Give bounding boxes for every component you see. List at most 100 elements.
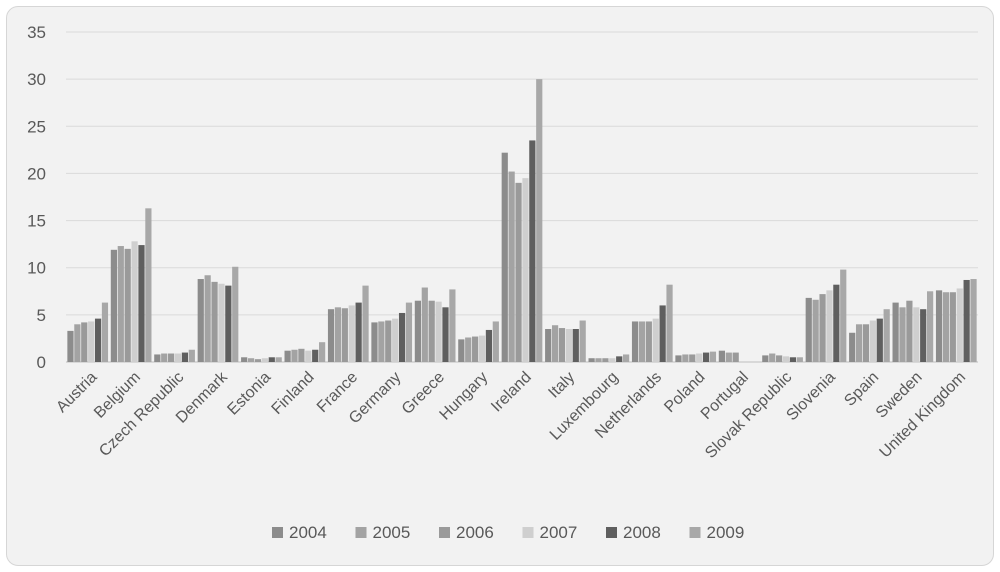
x-category-label: Ireland (488, 369, 535, 416)
bar-italy-2009 (579, 320, 586, 362)
legend-swatch (272, 527, 283, 538)
bar-belgium-2005 (117, 246, 124, 362)
bar-united-kingdom-2008 (963, 279, 970, 362)
bar-ireland-2004 (501, 152, 508, 362)
bar-austria-2008 (94, 318, 102, 362)
bar-czech-republic-2006 (168, 353, 175, 362)
bar-france-2004 (327, 309, 335, 362)
bar-ireland-2006 (515, 182, 522, 362)
bar-spain-2005 (855, 324, 863, 362)
y-tick-label: 10 (27, 259, 46, 278)
bar-italy-2005 (551, 325, 559, 362)
bar-austria-2005 (74, 324, 81, 362)
bar-austria-2009 (101, 302, 109, 362)
bar-slovak-republic-2008 (789, 357, 797, 362)
bar-belgium-2009 (145, 208, 152, 362)
bar-czech-republic-2007 (174, 353, 182, 362)
bar-italy-2008 (572, 329, 579, 362)
bar-italy-2006 (558, 328, 566, 362)
bar-czech-republic-2005 (161, 353, 168, 362)
bar-poland-2006 (689, 354, 696, 362)
bar-finland-2006 (298, 348, 305, 362)
bar-netherlands-2008 (659, 305, 666, 362)
bar-ireland-2009 (536, 79, 543, 363)
bar-finland-2009 (319, 342, 326, 362)
bar-germany-2006 (385, 320, 392, 362)
bar-denmark-2007 (218, 283, 225, 362)
bar-spain-2007 (869, 320, 876, 362)
bar-belgium-2007 (131, 241, 138, 362)
y-tick-label: 35 (27, 23, 46, 42)
bar-slovak-republic-2005 (769, 353, 776, 362)
bar-luxembourg-2009 (623, 354, 630, 362)
bar-hungary-2005 (465, 337, 472, 362)
bar-greece-2009 (449, 289, 456, 362)
bar-poland-2004 (675, 355, 682, 362)
bar-spain-2004 (849, 332, 856, 362)
bar-poland-2005 (682, 354, 689, 362)
bar-france-2006 (341, 308, 348, 362)
x-category-label: Slovenia (783, 369, 838, 424)
bar-czech-republic-2004 (154, 354, 161, 362)
bar-netherlands-2009 (666, 284, 673, 362)
bar-france-2007 (348, 305, 355, 362)
bar-finland-2005 (291, 349, 298, 362)
bar-sweden-2009 (927, 291, 934, 362)
legend-label: 2008 (623, 523, 661, 542)
bar-france-2008 (355, 302, 362, 362)
x-category-label: Italy (545, 369, 578, 402)
bar-poland-2007 (696, 353, 703, 362)
bar-finland-2008 (312, 349, 319, 362)
bar-czech-republic-2008 (181, 352, 189, 362)
bar-luxembourg-2007 (609, 358, 616, 362)
bar-luxembourg-2006 (602, 358, 609, 362)
bar-slovenia-2008 (833, 284, 840, 362)
bar-greece-2008 (442, 307, 449, 362)
bar-slovenia-2004 (805, 297, 812, 362)
bar-finland-2007 (305, 350, 312, 362)
bar-hungary-2009 (492, 321, 499, 362)
bar-france-2005 (334, 307, 342, 362)
bar-ireland-2005 (508, 171, 515, 362)
bar-belgium-2006 (124, 248, 131, 362)
x-category-label: Spain (841, 369, 882, 410)
bar-sweden-2008 (920, 309, 927, 362)
chart-frame (6, 6, 994, 566)
bar-finland-2004 (284, 350, 291, 362)
x-category-label: Finland (269, 369, 318, 418)
bar-slovenia-2006 (819, 294, 826, 362)
bar-sweden-2007 (913, 307, 920, 362)
y-tick-label: 5 (37, 306, 46, 325)
bar-germany-2007 (392, 318, 399, 362)
bar-spain-2009 (883, 309, 890, 362)
bar-estonia-2009 (275, 357, 282, 362)
bar-united-kingdom-2007 (956, 288, 963, 362)
bar-slovenia-2007 (826, 290, 833, 362)
bar-united-kingdom-2009 (970, 279, 977, 362)
bar-slovak-republic-2006 (776, 355, 783, 362)
bar-sweden-2006 (906, 300, 913, 362)
bar-austria-2007 (88, 321, 95, 362)
bar-estonia-2008 (268, 357, 275, 362)
bar-estonia-2007 (261, 358, 268, 362)
bar-germany-2005 (378, 321, 385, 362)
y-axis-ticks: 0 5 10 15 20 25 30 35 (27, 23, 46, 372)
legend-swatch (606, 527, 617, 538)
bar-sweden-2005 (899, 307, 906, 362)
bar-spain-2008 (876, 318, 883, 362)
bar-greece-2005 (421, 287, 428, 362)
legend-swatch (522, 527, 534, 538)
bar-germany-2009 (405, 302, 413, 362)
bar-france-2009 (362, 285, 369, 362)
bar-netherlands-2007 (652, 318, 659, 362)
bar-slovak-republic-2009 (796, 357, 803, 362)
legend: 2004 2005 2006 2007 2008 2009 (272, 523, 744, 542)
bar-united-kingdom-2005 (942, 292, 950, 362)
bar-portugal-2004 (718, 350, 725, 362)
y-tick-label: 25 (27, 117, 46, 136)
legend-swatch (689, 527, 701, 538)
bar-italy-2004 (545, 329, 552, 362)
bar-estonia-2004 (241, 357, 248, 362)
legend-label: 2005 (373, 523, 411, 542)
